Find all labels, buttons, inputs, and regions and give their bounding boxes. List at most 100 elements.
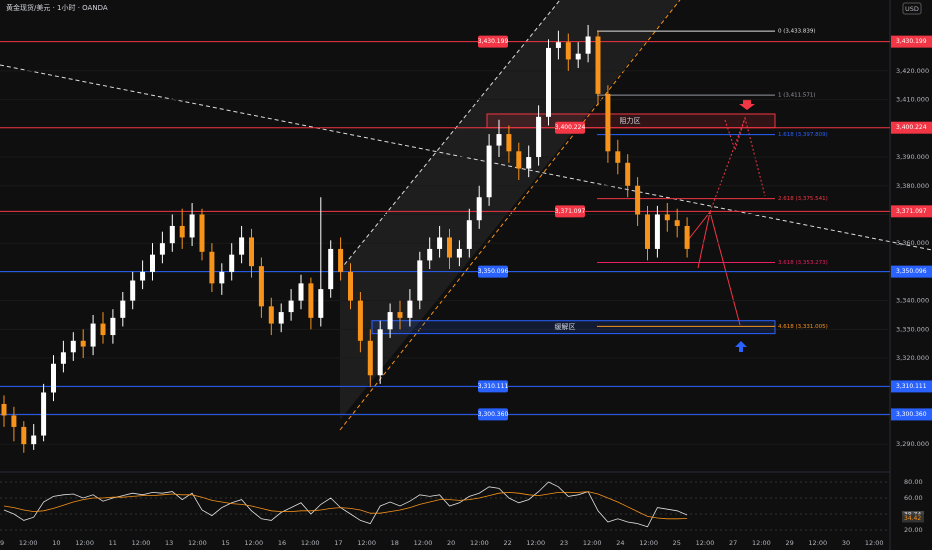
axis-tag	[891, 35, 932, 48]
channel-line	[339, 0, 561, 271]
candle-body	[338, 248, 344, 272]
trend-line	[0, 64, 932, 251]
candle-body	[249, 237, 254, 267]
candle-body	[298, 283, 304, 301]
fib-label: 1.618 (3,397.809)	[778, 132, 828, 138]
candle-body	[150, 254, 155, 272]
axis-level-label: 3,350.096	[896, 268, 927, 275]
candle-body	[427, 248, 433, 261]
candle-body	[615, 151, 621, 163]
level-tag	[478, 265, 508, 278]
x-tick-label: 30	[842, 539, 850, 547]
candle-body	[506, 134, 512, 152]
y-tick-label: 3,340.000	[896, 297, 929, 305]
candle-body	[219, 271, 225, 284]
x-tick-label: 23	[560, 539, 568, 547]
level-label: 3,300.360	[478, 411, 509, 418]
level-tag	[478, 408, 508, 421]
rsi-value-tag	[902, 514, 924, 523]
currency: USD	[905, 5, 919, 13]
x-tick-label: 12:00	[188, 539, 207, 547]
axis-tag	[891, 265, 932, 278]
channel-fill	[340, 0, 680, 420]
candle-body	[328, 248, 334, 290]
candle-body	[41, 392, 47, 436]
fib-label: 4.618 (3,331.005)	[778, 324, 828, 330]
candle-body	[258, 266, 264, 307]
level-label: 3,371.097	[555, 208, 586, 215]
x-tick-label: 25	[673, 539, 681, 547]
level-label: 3,350.096	[478, 268, 509, 275]
chart-title: 黄金现货/美元 · 1小时 · OANDA	[6, 3, 108, 12]
candle-body	[31, 435, 37, 445]
level-tag	[555, 121, 585, 134]
x-tick-label: 10	[52, 539, 60, 547]
x-tick-label: 12:00	[132, 539, 151, 547]
level-label: 3,430.199	[478, 38, 509, 45]
candle-body	[90, 323, 96, 347]
y-tick-label: 3,320.000	[896, 354, 929, 362]
candle-body	[387, 312, 393, 330]
fib-label: 0 (3,433.839)	[778, 29, 816, 35]
x-tick-label: 16	[278, 539, 286, 547]
x-tick-label: 9	[0, 539, 4, 547]
candle-body	[318, 289, 324, 318]
x-tick-label: 12:00	[414, 539, 433, 547]
y-tick-label: 3,380.000	[896, 182, 929, 190]
candle-body	[654, 214, 660, 249]
candle-body	[476, 197, 482, 221]
x-tick-label: 12:00	[526, 539, 545, 547]
x-tick-label: 12:00	[470, 539, 489, 547]
candle-body	[407, 300, 413, 318]
rsi-tick-label: 20.00	[904, 526, 923, 534]
candle-body	[199, 214, 205, 252]
level-tag	[555, 205, 585, 218]
candle-body	[466, 220, 472, 249]
candle-body	[526, 157, 532, 169]
axis-level-label: 3,400.224	[896, 124, 927, 131]
x-tick-label: 12:00	[583, 539, 602, 547]
down-arrow-icon	[739, 99, 755, 110]
candle-body	[496, 134, 502, 146]
candle-body	[377, 329, 383, 376]
candle-body	[595, 36, 601, 94]
projection-path	[724, 117, 746, 152]
candle-body	[179, 225, 185, 238]
rsi-tick-label: 60.00	[904, 494, 923, 502]
candle-body	[437, 237, 443, 249]
rsi-line	[3, 491, 688, 520]
x-tick-label: 13	[165, 539, 173, 547]
candle-body	[684, 225, 690, 249]
axis-level-label: 3,430.199	[896, 38, 927, 45]
candle-body	[1, 403, 7, 416]
rsi-value-label: 34.42	[904, 515, 921, 522]
axis-level-label: 3,371.097	[896, 208, 927, 215]
axis-tag	[891, 121, 932, 134]
candle-body	[120, 300, 126, 318]
rsi-line	[3, 481, 688, 528]
x-tick-label: 12:00	[19, 539, 38, 547]
x-tick-label: 22	[503, 539, 511, 547]
candle-body	[229, 254, 235, 272]
y-tick-label: 3,330.000	[896, 325, 929, 333]
candle-body	[555, 42, 561, 48]
axis-tag	[891, 205, 932, 218]
x-tick-label: 12:00	[808, 539, 827, 547]
zone	[371, 320, 776, 335]
candle-body	[635, 185, 641, 215]
level-label: 3,400.224	[555, 124, 586, 131]
candle-body	[447, 237, 452, 258]
candle-body	[575, 53, 581, 60]
x-tick-label: 18	[391, 539, 399, 547]
up-arrow-icon	[735, 341, 747, 352]
fib-label: 2.618 (3,375.541)	[778, 196, 828, 202]
level-label: 3,310.111	[478, 383, 509, 390]
x-tick-label: 12:00	[865, 539, 884, 547]
candle-body	[60, 352, 66, 364]
candle-body	[288, 300, 294, 313]
candle-body	[357, 300, 363, 341]
x-tick-label: 12:00	[301, 539, 320, 547]
